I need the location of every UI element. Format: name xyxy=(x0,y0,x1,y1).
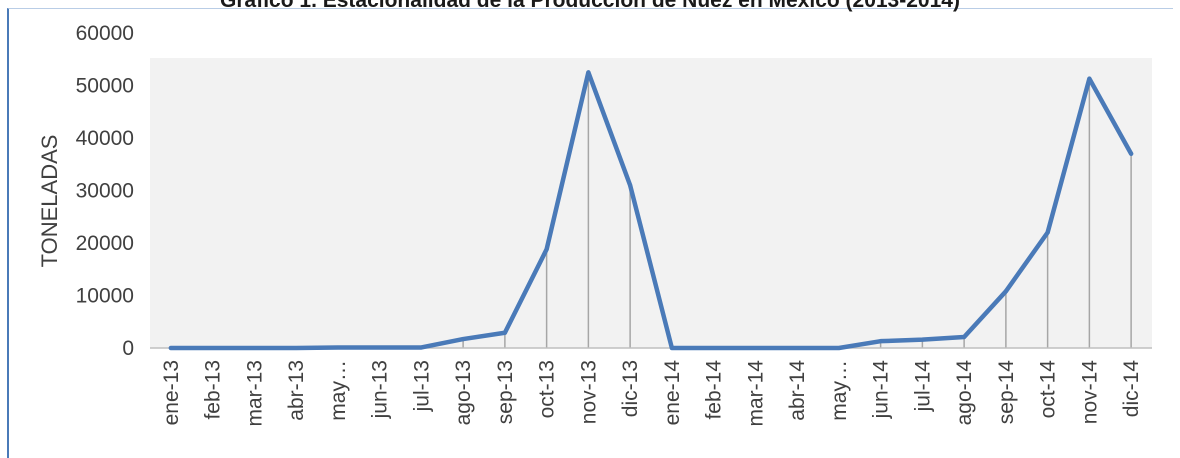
y-axis-label: TONELADAS xyxy=(37,135,62,268)
data-point xyxy=(544,247,549,252)
x-tick-label: dic-14 xyxy=(1120,360,1143,418)
x-tick-label: feb-14 xyxy=(703,360,726,420)
data-point xyxy=(252,346,257,350)
x-tick-label: ago-13 xyxy=(452,360,475,425)
x-tick-label: abr-14 xyxy=(786,360,809,421)
data-point xyxy=(461,337,466,342)
x-tick-label: nov-13 xyxy=(577,360,600,424)
x-tick-label: mar-14 xyxy=(744,360,767,427)
data-point xyxy=(502,330,507,335)
x-tick-label: abr-13 xyxy=(285,360,308,421)
x-tick-label: feb-13 xyxy=(202,360,225,420)
x-tick-label: nov-14 xyxy=(1078,360,1101,425)
x-tick-label: mar-13 xyxy=(243,360,266,427)
data-point xyxy=(669,346,674,350)
data-point xyxy=(1045,230,1050,235)
chart-frame xyxy=(7,8,1173,458)
x-tick-label: may… xyxy=(828,360,851,421)
y-tick-label: 20000 xyxy=(76,232,134,255)
data-point xyxy=(795,346,800,350)
x-tick-label: ago-14 xyxy=(953,360,976,426)
y-tick-label: 60000 xyxy=(76,22,134,45)
x-tick-label: jul-13 xyxy=(410,360,433,412)
y-tick-label: 10000 xyxy=(76,285,134,308)
x-tick-label: jun-14 xyxy=(870,360,893,420)
x-tick-label: oct-13 xyxy=(536,360,559,418)
data-point xyxy=(168,346,173,350)
y-tick-label: 30000 xyxy=(76,180,134,203)
data-point xyxy=(210,346,215,350)
data-point xyxy=(711,346,716,350)
y-tick-label: 50000 xyxy=(76,75,134,98)
y-tick-label: 0 xyxy=(122,337,134,360)
data-point xyxy=(1003,289,1008,294)
data-point xyxy=(878,339,883,344)
data-point xyxy=(920,337,925,342)
x-tick-label: dic-13 xyxy=(619,360,642,417)
data-point xyxy=(294,346,299,350)
data-point xyxy=(377,345,382,350)
series-line xyxy=(168,70,1134,351)
data-point xyxy=(335,345,340,350)
data-point xyxy=(836,346,841,350)
x-tick-label: jun-13 xyxy=(369,360,392,419)
data-point xyxy=(586,70,591,75)
x-tick-label: may… xyxy=(327,360,350,421)
data-point xyxy=(753,346,758,350)
x-tick-label: jul-14 xyxy=(911,360,934,413)
x-tick-label: sep-13 xyxy=(494,360,517,424)
y-tick-label: 40000 xyxy=(76,127,134,150)
x-tick-label: sep-14 xyxy=(995,360,1018,425)
x-tick-label: oct-14 xyxy=(1037,360,1060,419)
x-tick-label: ene-13 xyxy=(160,360,183,425)
data-point xyxy=(1129,151,1134,156)
data-point xyxy=(1087,76,1092,81)
data-point xyxy=(419,345,424,350)
data-point xyxy=(628,183,633,188)
data-point xyxy=(962,334,967,339)
chart-title: Gráfico 1. Estacionalidad de la Producci… xyxy=(220,0,960,12)
plot-area xyxy=(150,58,1152,348)
x-tick-label: ene-14 xyxy=(661,360,684,426)
